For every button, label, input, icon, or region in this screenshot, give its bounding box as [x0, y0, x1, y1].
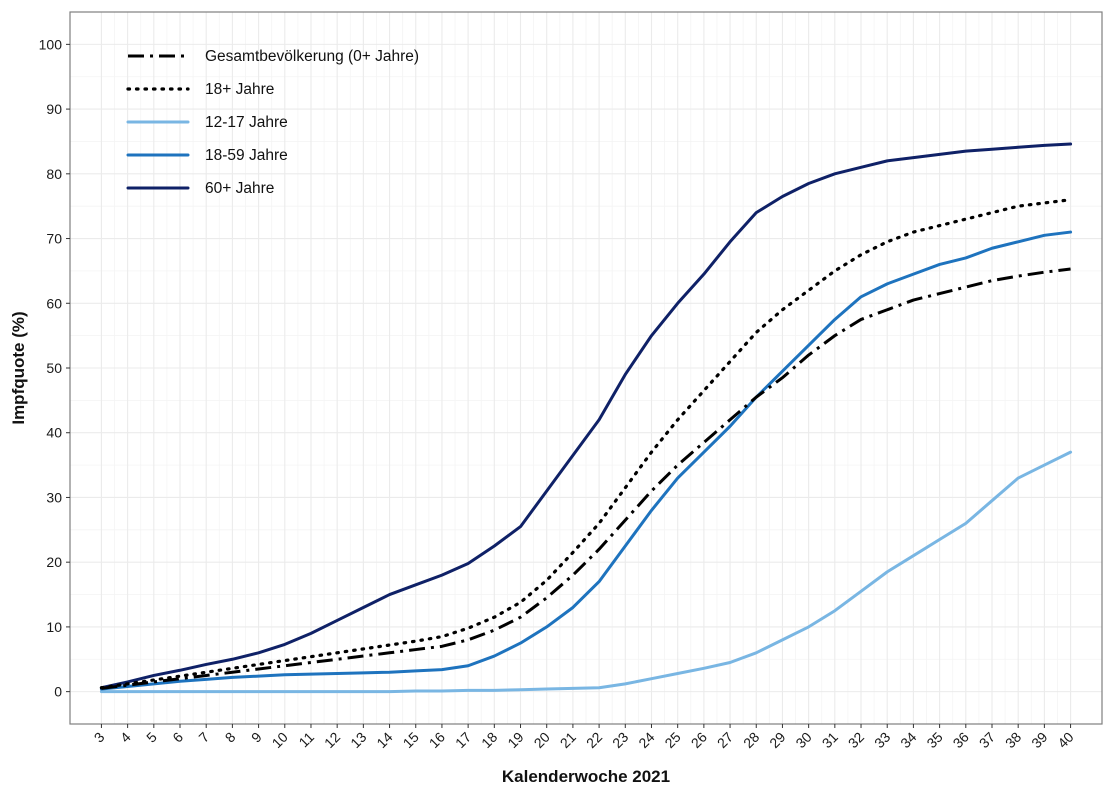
series-line-18-jahre [99, 198, 1073, 690]
y-tick-label: 0 [54, 684, 62, 700]
y-tick-label: 90 [46, 101, 62, 117]
y-tick-label: 10 [46, 619, 62, 635]
y-tick-label: 100 [39, 36, 63, 52]
y-tick-label: 40 [46, 425, 62, 441]
legend-label: 60+ Jahre [205, 180, 274, 197]
y-tick-label: 30 [46, 489, 62, 505]
grid-layer [70, 12, 1102, 724]
legend: Gesamtbevölkerung (0+ Jahre) 18+ Jahre 12-… [126, 48, 419, 197]
y-axis-title: Impfquote (%) [9, 311, 28, 424]
y-tick-label: 20 [46, 554, 62, 570]
series-line-gesamtbev-lkerung-0-jahre [101, 267, 1071, 690]
legend-label: 18-59 Jahre [205, 147, 288, 164]
series-line-12-17-jahre [99, 450, 1073, 694]
y-tick-label: 70 [46, 231, 62, 247]
legend-label: 12-17 Jahre [205, 114, 288, 131]
x-axis-title: Kalenderwoche 2021 [502, 767, 670, 786]
series-line-18-59-jahre [99, 230, 1073, 691]
legend-label: Gesamtbevölkerung (0+ Jahre) [205, 48, 419, 65]
y-tick-label: 80 [46, 166, 62, 182]
y-tick-label: 60 [46, 295, 62, 311]
series-line-60-jahre [99, 142, 1073, 690]
legend-label: 18+ Jahre [205, 81, 274, 98]
series-layer [99, 142, 1073, 694]
y-tick-label: 50 [46, 360, 62, 376]
